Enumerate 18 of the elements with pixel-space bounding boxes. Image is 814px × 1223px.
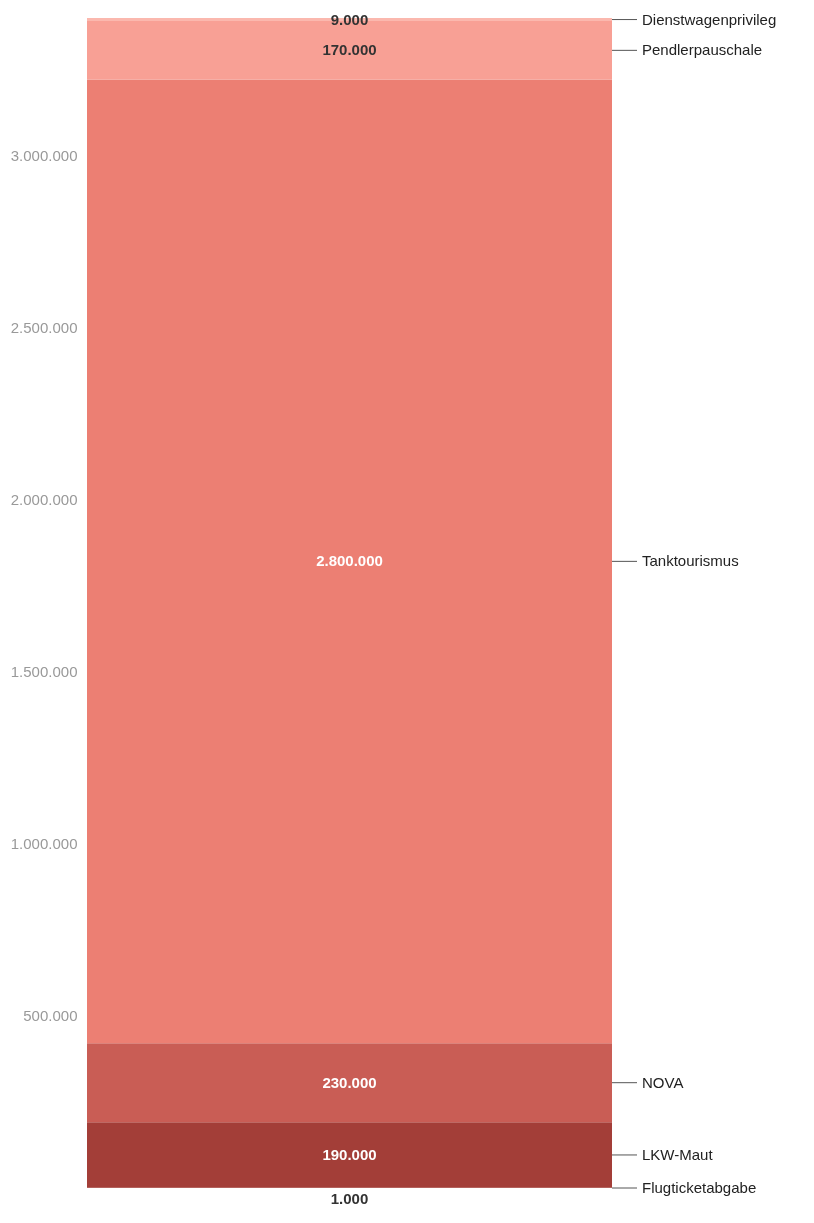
series-label: Pendlerpauschale (642, 41, 763, 59)
y-tick-label: 500.000 (23, 1007, 78, 1025)
data-label: 1.000 (330, 1190, 369, 1207)
data-label: 2.800.000 (316, 552, 383, 570)
series-label: LKW-Maut (642, 1145, 714, 1163)
y-tick-label: 2.500.000 (10, 319, 78, 337)
series-label: Dienstwagenprivileg (642, 10, 777, 28)
data-label: 230.000 (322, 1073, 377, 1091)
y-tick-label: 3.000.000 (10, 147, 78, 165)
y-tick-label: 2.000.000 (10, 491, 78, 509)
data-label: 9.000 (330, 10, 369, 28)
series-label: NOVA (642, 1073, 684, 1091)
y-tick-label: 1.000.000 (10, 835, 78, 853)
y-tick-label: 1.500.000 (10, 663, 78, 681)
data-label: 170.000 (322, 41, 377, 59)
data-label: 190.000 (322, 1145, 377, 1163)
text: Flugticketabgabe (642, 1179, 757, 1196)
series-label: Tanktourismus (642, 552, 739, 570)
